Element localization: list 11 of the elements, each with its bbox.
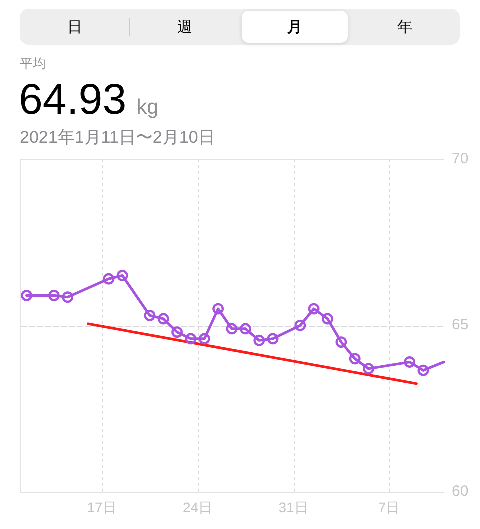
x-tick-label: 24日 [183, 500, 213, 516]
segmented-control: 日 週 月 年 [20, 9, 460, 45]
chart-subtitle: 2021年1月11日〜2月10日 [20, 128, 216, 147]
x-tick-label: 17日 [87, 500, 117, 516]
y-tick-label: 65 [452, 316, 469, 334]
chart-title: 64.93 kg [19, 76, 159, 124]
x-tick-label: 31日 [278, 500, 308, 516]
y-tick-label: 70 [452, 150, 469, 168]
x-tick-label: 7日 [378, 500, 400, 516]
text: 平均 [20, 56, 46, 71]
y-tick-label: 60 [452, 482, 469, 500]
